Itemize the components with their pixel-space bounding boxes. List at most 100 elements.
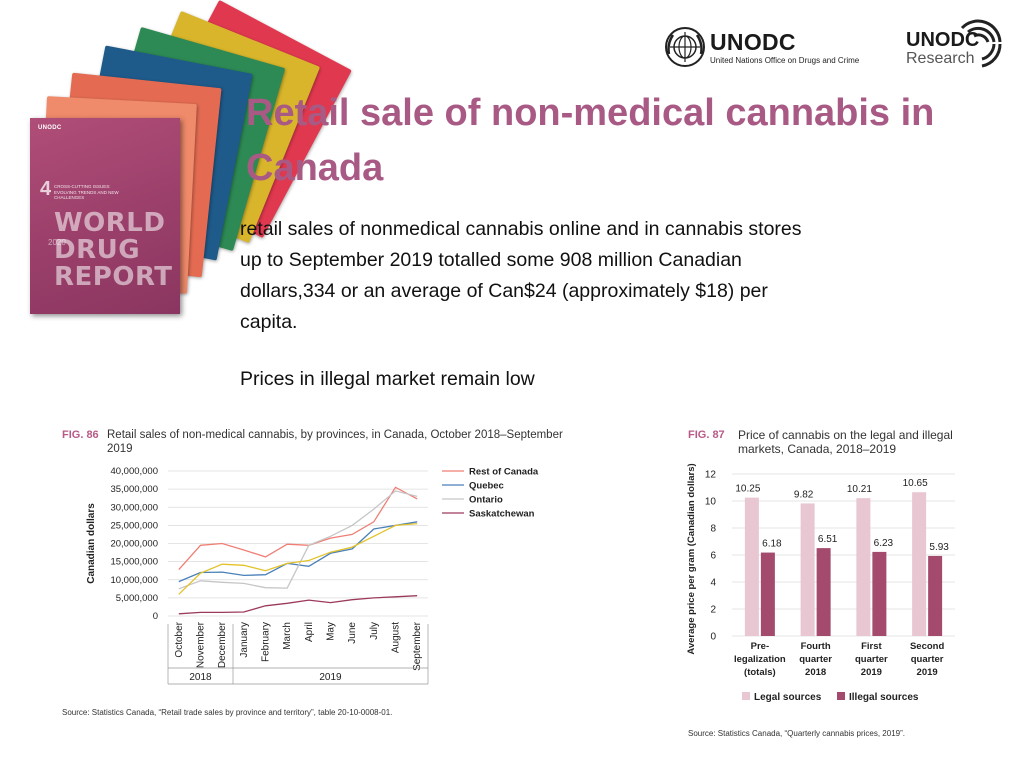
fig87-caption-text: Price of cannabis on the legal and illeg… bbox=[738, 428, 953, 456]
x-tick-label: September bbox=[412, 621, 423, 671]
legend-label: Quebec bbox=[469, 481, 504, 492]
unodc-subtitle: United Nations Office on Drugs and Crime bbox=[710, 55, 860, 65]
unodc-wordmark: UNODC bbox=[710, 28, 796, 55]
y-tick-label: 0 bbox=[153, 611, 158, 622]
research-wordmark-top: UNODC bbox=[906, 29, 980, 51]
x-tick-label: Second bbox=[910, 641, 945, 652]
bar bbox=[816, 548, 831, 636]
x-tick-label: January bbox=[239, 622, 250, 658]
x-tick-label: March bbox=[282, 622, 293, 650]
series-line bbox=[178, 595, 418, 615]
legend-label: Ontario bbox=[469, 495, 503, 506]
series-line bbox=[178, 490, 418, 590]
y-tick-label: 2 bbox=[710, 605, 716, 616]
x-tick-label: (totals) bbox=[744, 667, 776, 678]
series-line bbox=[178, 522, 418, 595]
body-line: Prices in illegal market remain low bbox=[240, 368, 535, 390]
fig87-label: FIG. 87 bbox=[688, 429, 725, 441]
legend-swatch bbox=[837, 692, 845, 700]
y-tick-label: 30,000,000 bbox=[110, 502, 158, 513]
unodc-research-logo: UNODC Research bbox=[906, 14, 1006, 70]
y-axis-label: Canadian dollars bbox=[86, 503, 97, 584]
cover-issue: CROSS-CUTTING ISSUES: EVOLVING TRENDS AN… bbox=[54, 184, 119, 200]
cover-number: 4 bbox=[40, 178, 52, 200]
fig86-line-chart: 0 5,000,000 10,000,000 15,000,000 20,000,000… bbox=[86, 466, 539, 685]
x-tick-label: July bbox=[369, 622, 380, 640]
data-label: 6.23 bbox=[874, 538, 894, 549]
fig87-bar-chart: 0 2 4 6 8 10 12 Average price per gram (Canadia… bbox=[686, 463, 955, 703]
y-tick-label: 40,000,000 bbox=[110, 466, 158, 477]
data-label: 6.18 bbox=[762, 539, 782, 550]
page-title: Retail sale of non-medical cannabis in C… bbox=[246, 92, 935, 189]
cover-title-line: DRUG bbox=[54, 235, 141, 265]
body-paragraph: retail sales of nonmedical cannabis onli… bbox=[240, 218, 802, 333]
fig86-label: FIG. 86 bbox=[62, 429, 99, 441]
year-group-label: 2019 bbox=[319, 672, 342, 683]
x-tick-label: February bbox=[261, 622, 272, 662]
bar bbox=[928, 555, 943, 636]
x-tick-label: Pre- bbox=[751, 641, 769, 652]
data-label: 10.65 bbox=[903, 478, 928, 489]
cover-org: UNODC bbox=[38, 125, 62, 131]
bar bbox=[912, 492, 927, 636]
un-emblem-icon bbox=[665, 27, 705, 67]
x-tick-label: November bbox=[196, 621, 207, 668]
data-label: 9.82 bbox=[794, 489, 814, 500]
unodc-logo: UNODC United Nations Office on Drugs and… bbox=[664, 26, 859, 68]
cover-title: WORLD DRUG REPORT bbox=[54, 210, 173, 291]
legend-swatch bbox=[742, 692, 750, 700]
research-arcs-icon bbox=[960, 19, 1002, 68]
bar bbox=[872, 551, 887, 636]
x-tick-label: August bbox=[391, 622, 402, 653]
data-label: 10.25 bbox=[735, 484, 760, 495]
bar bbox=[800, 503, 815, 636]
x-tick-label: quarter bbox=[855, 654, 888, 665]
y-tick-label: 0 bbox=[710, 632, 716, 643]
report-covers: UNODC 4 CROSS-CUTTING ISSUES: EVOLVING T… bbox=[0, 0, 352, 330]
x-tick-label: quarter bbox=[799, 654, 832, 665]
series-line bbox=[178, 521, 418, 583]
y-tick-label: 12 bbox=[705, 470, 717, 481]
x-tick-label: 2019 bbox=[861, 667, 882, 678]
x-tick-label: 2019 bbox=[917, 667, 938, 678]
y-tick-label: 6 bbox=[710, 551, 716, 562]
y-tick-label: 8 bbox=[710, 524, 716, 535]
data-label: 6.51 bbox=[818, 534, 838, 545]
fig86-caption-text: Retail sales of non-medical cannabis, by… bbox=[107, 429, 563, 455]
data-label: 5.93 bbox=[929, 542, 949, 553]
data-label: 10.21 bbox=[847, 484, 872, 495]
series-line bbox=[178, 486, 418, 571]
x-tick-label: First bbox=[861, 641, 882, 652]
x-tick-label: December bbox=[217, 621, 228, 668]
y-tick-label: 15,000,000 bbox=[110, 557, 158, 568]
cover-title-line: WORLD bbox=[54, 208, 166, 238]
bar bbox=[856, 498, 871, 636]
cover-year: 2020 bbox=[48, 238, 66, 247]
y-tick-label: 10,000,000 bbox=[110, 575, 158, 586]
y-tick-label: 4 bbox=[710, 578, 716, 589]
y-tick-label: 35,000,000 bbox=[110, 484, 158, 495]
cover-world-drug-report: UNODC 4 CROSS-CUTTING ISSUES: EVOLVING T… bbox=[30, 118, 180, 314]
y-tick-label: 5,000,000 bbox=[116, 593, 158, 604]
legend-label: Illegal sources bbox=[849, 692, 919, 703]
x-tick-label: October bbox=[174, 621, 185, 657]
x-tick-label: quarter bbox=[911, 654, 944, 665]
y-axis-label: Average price per gram (Canadian dollars… bbox=[686, 463, 697, 654]
y-tick-label: 20,000,000 bbox=[110, 539, 158, 550]
research-wordmark-bottom: Research bbox=[906, 50, 975, 67]
year-group-label: 2018 bbox=[189, 672, 212, 683]
x-tick-label: June bbox=[347, 622, 358, 644]
y-tick-label: 25,000,000 bbox=[110, 520, 158, 531]
bar bbox=[744, 497, 759, 636]
x-tick-label: May bbox=[326, 622, 337, 641]
legend-label: Legal sources bbox=[754, 692, 822, 703]
x-tick-label: legalization bbox=[734, 654, 786, 665]
x-tick-label: April bbox=[304, 622, 315, 642]
x-tick-label: Fourth bbox=[801, 641, 831, 652]
bar bbox=[760, 552, 775, 636]
y-tick-label: 10 bbox=[705, 497, 717, 508]
x-tick-label: 2018 bbox=[805, 667, 826, 678]
cover-title-line: REPORT bbox=[54, 262, 173, 292]
fig86-source: Source: Statistics Canada, “Retail trade… bbox=[62, 708, 393, 717]
legend-label: Saskatchewan bbox=[469, 509, 535, 520]
